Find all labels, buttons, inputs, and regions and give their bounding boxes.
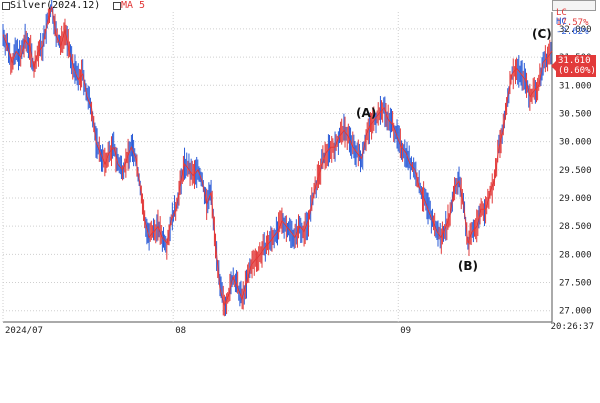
x-tick-label: 08: [175, 326, 186, 336]
wave-label: (B): [457, 259, 478, 274]
x-axis: 2024/07 08 09: [5, 326, 411, 336]
hc-stat: HC -2.62%: [556, 17, 589, 37]
y-tick-label: 32.000: [559, 25, 592, 35]
price-flag-arrow: [551, 61, 556, 71]
wave-label: (A): [356, 106, 377, 120]
instrument-toggle-box[interactable]: [2, 2, 10, 10]
y-tick-label: 27.500: [559, 279, 592, 289]
y-tick-label: 30.000: [559, 138, 592, 148]
current-price-flag: 31.610 (0.60%): [556, 55, 596, 77]
lc-stat: LC 17.57%: [556, 8, 589, 28]
current-change: (0.60%): [558, 66, 596, 76]
y-tick-label: 28.500: [559, 222, 592, 232]
wave-label: (C): [532, 27, 552, 42]
y-tick-label: 29.000: [559, 194, 592, 204]
x-tick-label: 09: [400, 326, 411, 336]
chart-menu-button[interactable]: [552, 0, 596, 11]
y-tick-label: 27.000: [559, 307, 592, 317]
instrument-title: Silver(2024.12): [10, 0, 101, 11]
clock-time: 20:26:37: [550, 322, 594, 332]
ma-toggle-box[interactable]: [113, 2, 121, 10]
y-tick-label: 28.000: [559, 250, 592, 260]
grid: [2, 12, 553, 323]
ma-indicator-label: MA 5: [121, 0, 146, 11]
current-price: 31.610: [558, 56, 591, 66]
y-tick-label: 29.500: [559, 166, 592, 176]
price-series-line: [2, 6, 553, 307]
y-tick-label: 30.500: [559, 109, 592, 119]
x-tick-label: 2024/07: [5, 326, 43, 336]
price-line: [2, 6, 553, 307]
y-tick-label: 31.000: [559, 81, 592, 91]
